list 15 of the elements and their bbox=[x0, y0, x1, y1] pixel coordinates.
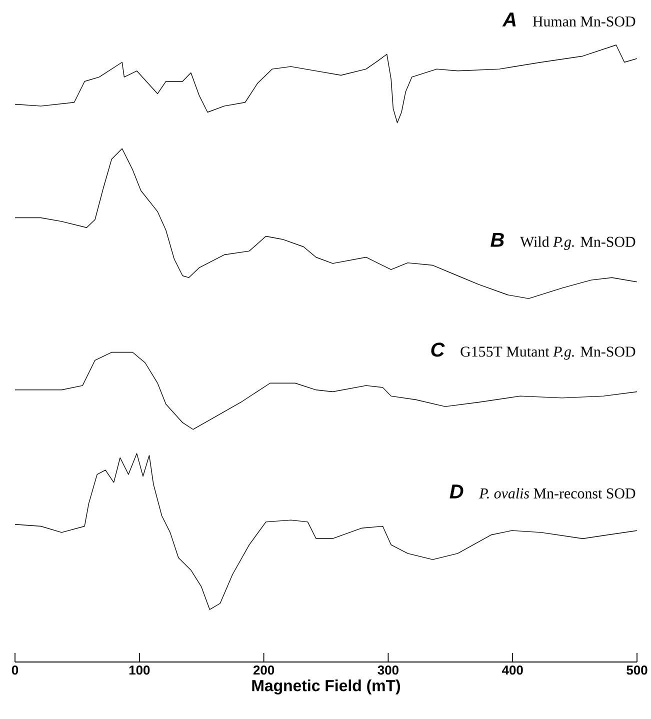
annotation: C bbox=[431, 342, 445, 357]
text: A bbox=[502, 12, 516, 26]
annotation: D bbox=[450, 484, 464, 498]
x-tick-label: 400 bbox=[502, 666, 523, 675]
x-axis-title: Magnetic Field (mT) bbox=[252, 680, 400, 694]
text: P. ovalis Mn-reconst SOD bbox=[479, 488, 636, 499]
annotation: B bbox=[490, 232, 504, 247]
x-tick-label: 300 bbox=[378, 666, 398, 675]
text: G155T Mutant P.g. Mn-SOD bbox=[460, 346, 636, 360]
series-label: Human Mn-SOD bbox=[532, 16, 636, 27]
x-tick-label: 100 bbox=[129, 666, 150, 675]
x-tick-label: 500 bbox=[626, 666, 648, 675]
x-tick-label: 0 bbox=[12, 666, 18, 675]
text: Wild P.g. Mn-SOD bbox=[520, 236, 636, 250]
x-tick-label: 200 bbox=[253, 666, 274, 675]
